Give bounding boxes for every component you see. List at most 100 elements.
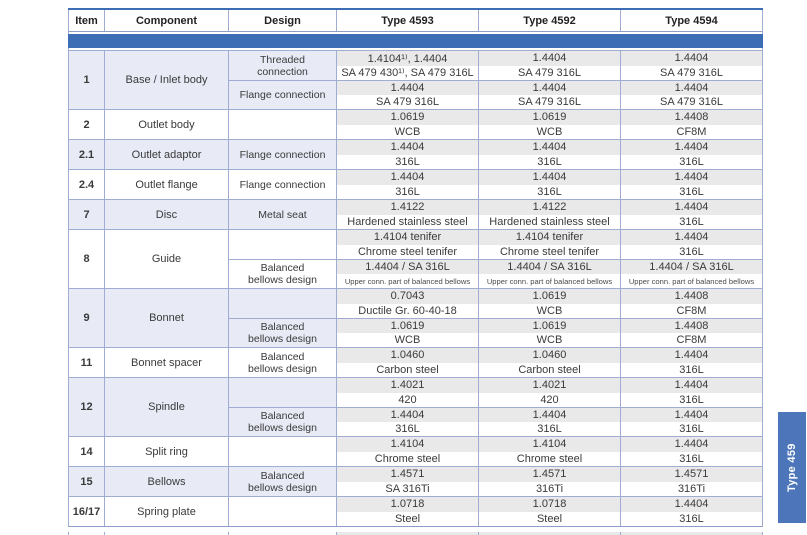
table-body: 1 Base / Inlet body Threaded connection 1…: [69, 50, 762, 527]
type-4593-cell: 1.4122 Hardened stainless steel: [336, 200, 478, 229]
material-number: 1.4571: [621, 467, 762, 482]
type-4594-cell: 1.4571 316Ti: [620, 467, 762, 496]
type-4594-cell: 1.4404 / SA 316L Upper conn. part of bala…: [620, 260, 762, 288]
design-cell: [228, 110, 336, 139]
sub-row: Balanced bellows design 1.0619 WCB 1.0619 W…: [228, 318, 762, 347]
material-number: 1.4021: [337, 378, 478, 393]
material-number: 1.4408: [621, 319, 762, 333]
component-cell: Split ring: [104, 437, 228, 466]
material-number: 1.4404 / SA 316L: [621, 260, 762, 274]
material-number: 1.4122: [479, 200, 620, 215]
next-row-sliver: [68, 532, 763, 535]
type-4593-cell: 1.4404 316L: [336, 140, 478, 169]
material-grade: 316Ti: [479, 481, 620, 496]
material-grade: WCB: [479, 333, 620, 347]
header-cell-item: Item: [75, 14, 98, 27]
table-row-group-7: 7 Disc Metal seat 1.4122 Hardened stainle…: [69, 199, 762, 229]
type-4594-cell: 1.4404 316L: [620, 497, 762, 526]
type-4593-cell: 1.4404 / SA 316L Upper conn. part of bala…: [336, 260, 478, 288]
design-cell: Threaded connection: [228, 51, 336, 80]
material-number: 1.4404: [479, 408, 620, 422]
material-grade: CF8M: [621, 124, 762, 139]
material-grade: SA 479 316L: [479, 95, 620, 109]
type-4592-cell: 1.4404 / SA 316L Upper conn. part of bala…: [478, 260, 620, 288]
type-4592-cell: 1.4404 316L: [478, 408, 620, 436]
type-4594-cell: 1.4404 SA 479 316L: [620, 81, 762, 109]
type-4594-cell: 1.4404 316L: [620, 348, 762, 377]
material-number: 1.0718: [479, 497, 620, 512]
section-band: [68, 34, 763, 48]
type-4594-cell: 1.4408 CF8M: [620, 289, 762, 318]
material-number: 1.4404: [337, 170, 478, 185]
material-grade: Upper conn. part of balanced bellows: [479, 274, 620, 288]
type-4592-cell: 1.0460 Carbon steel: [478, 348, 620, 377]
sub-row: Balanced bellows design 1.4571 SA 316Ti 1.…: [228, 467, 762, 496]
material-grade: 316L: [479, 154, 620, 169]
table-row-group-2: 2 Outlet body 1.0619 WCB 1.0619 WCB 1.4408…: [69, 109, 762, 139]
item-cell: 12: [69, 378, 104, 436]
design-cell: [228, 497, 336, 526]
material-grade: WCB: [479, 124, 620, 139]
type-4593-cell: 1.4104 Chrome steel: [336, 437, 478, 466]
material-number: 1.4404: [337, 140, 478, 155]
material-grade: WCB: [479, 303, 620, 318]
table-top-rule: [68, 8, 763, 10]
material-grade: 316L: [621, 184, 762, 199]
type-4593-cell: 1.4404 316L: [336, 170, 478, 199]
material-number: 1.4122: [337, 200, 478, 215]
component-cell: Outlet adaptor: [104, 140, 228, 169]
material-number: 1.4404: [621, 378, 762, 393]
material-grade: 316L: [479, 184, 620, 199]
material-grade: Chrome steel: [337, 451, 478, 466]
material-number: 1.4104 tenifer: [479, 230, 620, 245]
material-number: 1.4408: [621, 289, 762, 304]
material-grade: 316L: [621, 392, 762, 407]
material-number: 1.4404: [621, 51, 762, 66]
type-4593-cell: 1.0619 WCB: [336, 319, 478, 347]
material-number: 1.4408: [621, 110, 762, 125]
material-grade: Steel: [337, 511, 478, 526]
type-4592-cell: 1.4122 Hardened stainless steel: [478, 200, 620, 229]
design-cell: Flange connection: [228, 170, 336, 199]
material-number: 1.0460: [479, 348, 620, 363]
material-grade: WCB: [337, 124, 478, 139]
material-grade: 316L: [621, 362, 762, 377]
type-4594-cell: 1.4408 CF8M: [620, 110, 762, 139]
type-4594-cell: 1.4404 316L: [620, 230, 762, 259]
material-number: 1.4404: [479, 140, 620, 155]
sub-row: Threaded connection 1.4104¹⁾, 1.4404 SA 47…: [228, 51, 762, 80]
material-number: 1.0619: [337, 110, 478, 125]
material-grade: 316L: [621, 244, 762, 259]
type-4594-cell: 1.4404 316L: [620, 140, 762, 169]
type-4594-cell: 1.4404 316L: [620, 437, 762, 466]
material-number: 1.4404: [621, 200, 762, 215]
item-cell: 2.1: [69, 140, 104, 169]
material-grade: 316L: [337, 184, 478, 199]
type-4594-cell: 1.4408 CF8M: [620, 319, 762, 347]
material-number: 1.4571: [479, 467, 620, 482]
type-4593-cell: 1.4404 316L: [336, 408, 478, 436]
item-cell: 16/17: [69, 497, 104, 526]
type-4592-cell: 1.4404 316L: [478, 140, 620, 169]
type-4592-cell: 1.4404 316L: [478, 170, 620, 199]
material-number: 1.4404: [621, 170, 762, 185]
material-number: 1.4404: [479, 170, 620, 185]
table-row-group-15: 15 Bellows Balanced bellows design 1.4571…: [69, 466, 762, 496]
material-number: 1.0619: [479, 110, 620, 125]
design-cell: [228, 437, 336, 466]
type-4592-cell: 1.4404 SA 479 316L: [478, 81, 620, 109]
design-cell: Balanced bellows design: [228, 348, 336, 377]
type-4592-cell: 1.0718 Steel: [478, 497, 620, 526]
table-header-row: Item Component Design Type 4593 Type 459…: [69, 10, 762, 32]
component-cell: Outlet flange: [104, 170, 228, 199]
material-grade: 316L: [621, 451, 762, 466]
material-number: 1.4571: [337, 467, 478, 482]
component-cell: Base / Inlet body: [104, 51, 228, 109]
material-number: 1.4404: [621, 140, 762, 155]
item-cell: 2.4: [69, 170, 104, 199]
header-cell-type-4592: Type 4592: [478, 10, 620, 31]
design-cell: [228, 378, 336, 407]
material-number: 0.7043: [337, 289, 478, 304]
material-grade: Upper conn. part of balanced bellows: [621, 274, 762, 288]
